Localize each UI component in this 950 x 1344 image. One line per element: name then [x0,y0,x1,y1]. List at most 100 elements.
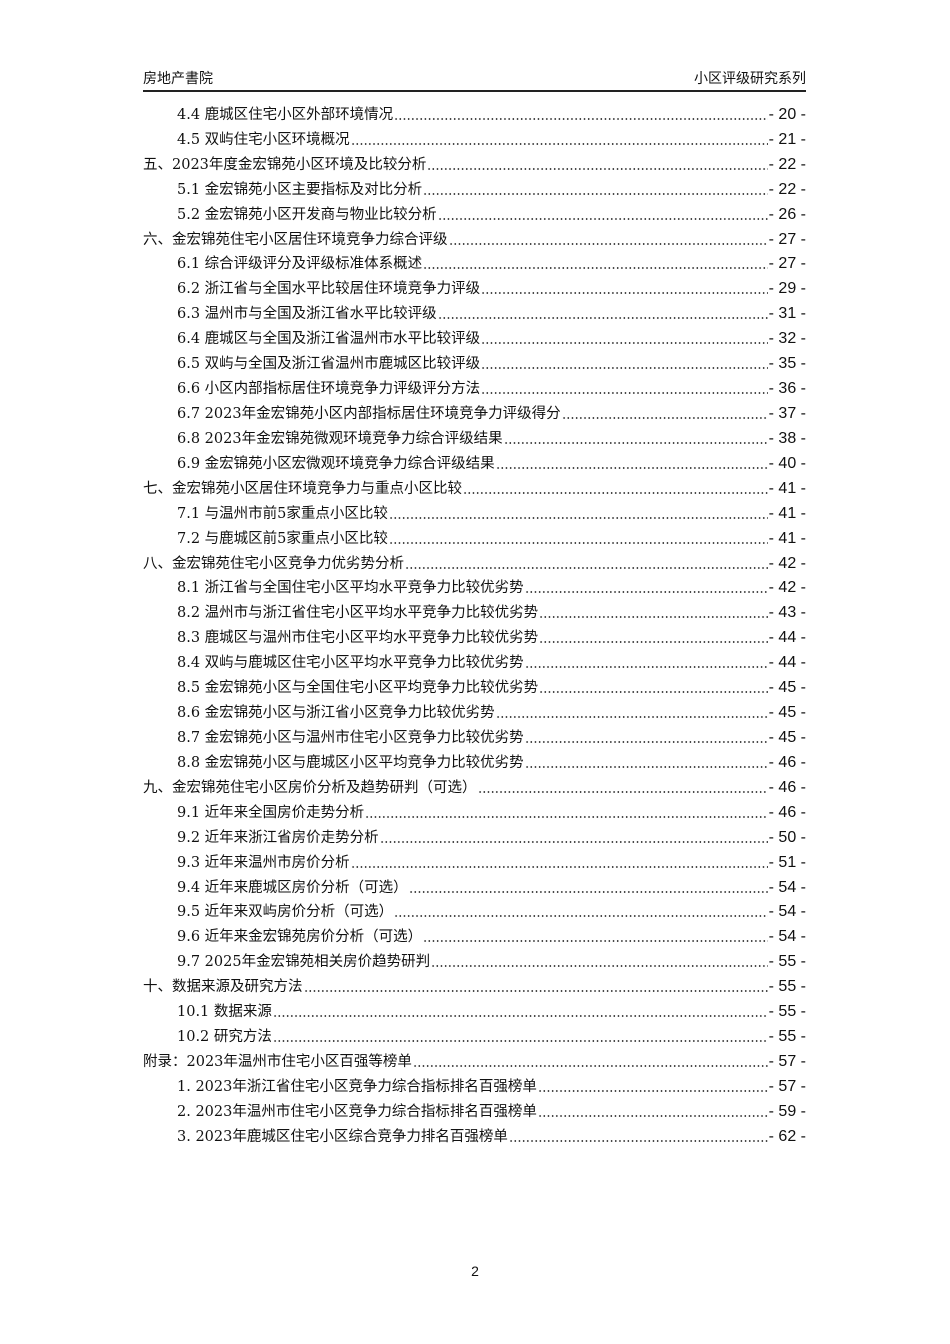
toc-entry[interactable]: 6.5 双屿与全国及浙江省温州市鹿城区比较评级 - 35 - [143,349,806,374]
toc-entry[interactable]: 6.1 综合评级评分及评级标准体系概述 - 27 - [143,250,806,275]
toc-entry[interactable]: 九、金宏锦苑住宅小区房价分析及趋势研判（可选） - 46 - [143,773,806,798]
dot-leader [524,665,768,670]
dot-leader [524,590,768,595]
toc-entry-page: - 45 - [768,679,806,697]
toc-entry-title: 9.1 近年来全国房价走势分析 [177,804,365,821]
toc-entry-page: - 54 - [768,878,806,896]
toc-entry[interactable]: 5.1 金宏锦苑小区主要指标及对比分析 - 22 - [143,175,806,200]
toc-entry[interactable]: 8.5 金宏锦苑小区与全国住宅小区平均竞争力比较优劣势 - 45 - [143,673,806,698]
toc-entry[interactable]: 9.1 近年来全国房价走势分析 - 46 - [143,798,806,823]
dot-leader [423,191,768,196]
toc-entry[interactable]: 9.4 近年来鹿城区房价分析（可选） - 54 - [143,873,806,898]
toc-entry[interactable]: 6.4 鹿城区与全国及浙江省温州市水平比较评级 - 32 - [143,324,806,349]
toc-entry-title: 9.4 近年来鹿城区房价分析（可选） [177,879,408,896]
toc-entry[interactable]: 8.3 鹿城区与温州市住宅小区平均水平竞争力比较优劣势 - 44 - [143,623,806,648]
toc-entry[interactable]: 七、金宏锦苑小区居住环境竞争力与重点小区比较 - 41 - [143,474,806,499]
toc-entry[interactable]: 10.1 数据来源 - 55 - [143,997,806,1022]
dot-leader [388,540,768,545]
toc-entry[interactable]: 7.2 与鹿城区前5家重点小区比较 - 41 - [143,524,806,549]
dot-leader [388,515,768,520]
toc-entry-title: 9.5 近年来双屿房价分析（可选） [177,904,394,921]
toc-entry[interactable]: 十、数据来源及研究方法 - 55 - [143,972,806,997]
dot-leader [379,839,768,844]
toc-entry-page: - 36 - [768,380,806,398]
dot-leader [405,565,768,570]
toc-entry-title: 9.2 近年来浙江省房价走势分析 [177,829,379,846]
toc-entry[interactable]: 附录：2023年温州市住宅小区百强等榜单 - 57 - [143,1047,806,1072]
toc-entry[interactable]: 9.6 近年来金宏锦苑房价分析（可选） - 54 - [143,922,806,947]
toc-entry[interactable]: 8.6 金宏锦苑小区与浙江省小区竞争力比较优劣势 - 45 - [143,698,806,723]
toc-entry[interactable]: 6.7 2023年金宏锦苑小区内部指标居住环境竞争力评级得分 - 37 - [143,399,806,424]
toc-entry-page: - 42 - [768,579,806,597]
toc-entry-title: 6.5 双屿与全国及浙江省温州市鹿城区比较评级 [177,356,481,373]
toc-entry-title: 6.3 温州市与全国及浙江省水平比较评级 [177,306,437,323]
dot-leader [437,316,768,321]
toc-entry[interactable]: 9.7 2025年金宏锦苑相关房价趋势研判 - 55 - [143,947,806,972]
dot-leader [481,366,768,371]
toc-entry-page: - 45 - [768,704,806,722]
toc-entry-page: - 40 - [768,454,806,472]
toc-entry[interactable]: 8.1 浙江省与全国住宅小区平均水平竞争力比较优劣势 - 42 - [143,574,806,599]
toc-entry[interactable]: 六、金宏锦苑住宅小区居住环境竞争力综合评级 - 27 - [143,225,806,250]
toc-entry-title: 八、金宏锦苑住宅小区竞争力优劣势分析 [143,555,404,572]
toc-entry-title: 6.6 小区内部指标居住环境竞争力评级评分方法 [177,381,481,398]
toc-entry-title: 五、2023年度金宏锦苑小区环境及比较分析 [143,156,427,173]
toc-entry[interactable]: 八、金宏锦苑住宅小区竞争力优劣势分析 - 42 - [143,549,806,574]
toc-entry-title: 九、金宏锦苑住宅小区房价分析及趋势研判（可选） [143,779,477,796]
toc-entry-title: 8.1 浙江省与全国住宅小区平均水平竞争力比较优劣势 [177,580,524,597]
dot-leader [481,291,768,296]
toc-entry[interactable]: 2. 2023年温州市住宅小区竞争力综合指标排名百强榜单 - 59 - [143,1097,806,1122]
dot-leader [539,690,768,695]
dot-leader [431,964,768,969]
toc-entry[interactable]: 4.5 双屿住宅小区环境概况 - 21 - [143,125,806,150]
toc-entry[interactable]: 8.8 金宏锦苑小区与鹿城区小区平均竞争力比较优劣势 - 46 - [143,748,806,773]
page-number: 2 [471,1263,479,1279]
toc-entry-title: 6.4 鹿城区与全国及浙江省温州市水平比较评级 [177,331,481,348]
toc-entry-title: 8.8 金宏锦苑小区与鹿城区小区平均竞争力比较优劣势 [177,754,524,771]
dot-leader [561,415,768,420]
toc-entry-page: - 44 - [768,629,806,647]
toc-entry[interactable]: 3. 2023年鹿城区住宅小区综合竞争力排名百强榜单 - 62 - [143,1122,806,1147]
toc-entry[interactable]: 8.4 双屿与鹿城区住宅小区平均水平竞争力比较优劣势 - 44 - [143,648,806,673]
toc-entry-page: - 29 - [768,280,806,298]
dot-leader [495,715,768,720]
toc-entry-title: 6.7 2023年金宏锦苑小区内部指标居住环境竞争力评级得分 [177,405,561,422]
dot-leader [537,1088,768,1093]
toc-entry-page: - 35 - [768,355,806,373]
toc-entry[interactable]: 6.9 金宏锦苑小区宏微观环境竞争力综合评级结果 - 40 - [143,449,806,474]
toc-entry[interactable]: 7.1 与温州市前5家重点小区比较 - 41 - [143,499,806,524]
toc-entry[interactable]: 9.2 近年来浙江省房价走势分析 - 50 - [143,823,806,848]
toc-entry[interactable]: 10.2 研究方法 - 55 - [143,1022,806,1047]
toc-entry-title: 10.2 研究方法 [177,1029,272,1046]
toc-entry-page: - 55 - [768,953,806,971]
toc-entry[interactable]: 9.3 近年来温州市房价分析 - 51 - [143,848,806,873]
toc-entry[interactable]: 5.2 金宏锦苑小区开发商与物业比较分析 - 26 - [143,200,806,225]
toc-entry[interactable]: 1. 2023年浙江省住宅小区竞争力综合指标排名百强榜单 - 57 - [143,1072,806,1097]
toc-entry[interactable]: 9.5 近年来双屿房价分析（可选） - 54 - [143,898,806,923]
toc-entry[interactable]: 8.2 温州市与浙江省住宅小区平均水平竞争力比较优劣势 - 43 - [143,598,806,623]
toc-entry-title: 10.1 数据来源 [177,1004,272,1021]
toc-entry[interactable]: 6.8 2023年金宏锦苑微观环境竞争力综合评级结果 - 38 - [143,424,806,449]
toc-entry-title: 3. 2023年鹿城区住宅小区综合竞争力排名百强榜单 [177,1128,508,1145]
toc-entry[interactable]: 6.3 温州市与全国及浙江省水平比较评级 - 31 - [143,299,806,324]
toc-entry-title: 5.2 金宏锦苑小区开发商与物业比较分析 [177,206,437,223]
dot-leader [539,615,768,620]
toc-entry-title: 8.4 双屿与鹿城区住宅小区平均水平竞争力比较优劣势 [177,655,524,672]
toc-entry[interactable]: 五、2023年度金宏锦苑小区环境及比较分析 - 22 - [143,150,806,175]
dot-leader [394,914,768,919]
dot-leader [477,789,768,794]
toc-entry[interactable]: 4.4 鹿城区住宅小区外部环境情况 - 20 - [143,100,806,125]
toc-entry[interactable]: 6.2 浙江省与全国水平比较居住环境竞争力评级 - 29 - [143,274,806,299]
toc-entry-title: 7.2 与鹿城区前5家重点小区比较 [177,530,388,547]
dot-leader [412,1063,768,1068]
dot-leader [408,889,768,894]
toc-entry-page: - 59 - [768,1102,806,1120]
toc-entry[interactable]: 6.6 小区内部指标居住环境竞争力评级评分方法 - 36 - [143,374,806,399]
toc-entry-page: - 54 - [768,903,806,921]
toc-entry-page: - 27 - [768,230,806,248]
toc-entry-page: - 41 - [768,529,806,547]
toc-entry[interactable]: 8.7 金宏锦苑小区与温州市住宅小区竞争力比较优劣势 - 45 - [143,723,806,748]
header-series: 小区评级研究系列 [694,71,806,87]
toc-entry-page: - 46 - [768,803,806,821]
toc-entry-title: 六、金宏锦苑住宅小区居住环境竞争力综合评级 [143,231,448,248]
